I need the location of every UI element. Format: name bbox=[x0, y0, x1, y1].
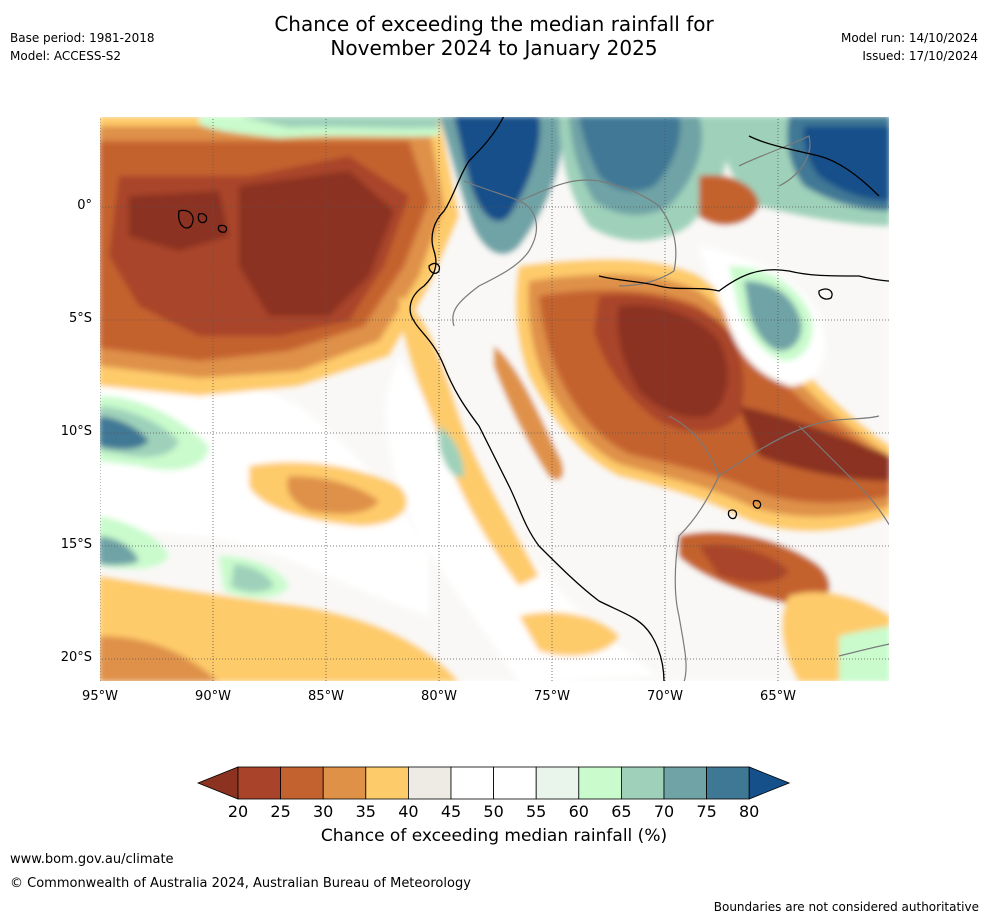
lat-label-0: 0° bbox=[77, 198, 92, 213]
colorbar-arrow-low bbox=[196, 766, 239, 800]
colorbar-cell bbox=[365, 766, 409, 800]
colorbar-tick-label: 35 bbox=[355, 802, 376, 821]
colorbar-label: Chance of exceeding median rainfall (%) bbox=[320, 826, 668, 846]
colorbar-cell bbox=[663, 766, 707, 800]
colorbar-cell bbox=[493, 766, 537, 800]
lon-label-75w: 75°W bbox=[534, 689, 570, 704]
colorbar-tick-label: 80 bbox=[739, 802, 760, 821]
colorbar-tick-label: 30 bbox=[313, 802, 334, 821]
lon-label-95w: 95°W bbox=[82, 689, 118, 704]
colorbar-cell bbox=[450, 766, 494, 800]
colorbar-tick-label: 40 bbox=[398, 802, 419, 821]
colorbar-cell bbox=[578, 766, 622, 800]
lat-label-10s: 10°S bbox=[60, 424, 92, 439]
probability-map bbox=[99, 116, 890, 682]
colorbar-arrow-high bbox=[748, 766, 791, 800]
lon-label-85w: 85°W bbox=[308, 689, 344, 704]
map-title: Chance of exceeding the median rainfall … bbox=[0, 12, 988, 60]
coastline bbox=[178, 116, 890, 682]
colorbar-tick-label: 45 bbox=[440, 802, 462, 821]
lon-label-65w: 65°W bbox=[760, 689, 796, 704]
lon-label-80w: 80°W bbox=[421, 689, 457, 704]
meta-left: Base period: 1981-2018 Model: ACCESS-S2 bbox=[10, 31, 155, 67]
base-period: Base period: 1981-2018 bbox=[10, 31, 155, 45]
issued-date: Issued: 17/10/2024 bbox=[862, 49, 978, 63]
colorbar-tick-label: 25 bbox=[270, 802, 291, 821]
title-line-1: Chance of exceeding the median rainfall … bbox=[274, 12, 714, 36]
lat-label-5s: 5°S bbox=[68, 311, 92, 326]
shaded-probability-field bbox=[99, 116, 890, 682]
meta-right: Model run: 14/10/2024 Issued: 17/10/2024 bbox=[841, 31, 978, 67]
colorbar-tick-label: 65 bbox=[611, 802, 632, 821]
colorbar-cell bbox=[280, 766, 324, 800]
colorbar-cell bbox=[706, 766, 750, 800]
colorbar-tick-label: 50 bbox=[483, 802, 504, 821]
graticule bbox=[99, 116, 890, 682]
colorbar-cell bbox=[535, 766, 580, 800]
model-run: Model run: 14/10/2024 bbox=[840, 31, 978, 45]
lon-label-70w: 70°W bbox=[647, 689, 683, 704]
colorbar-tick-label: 60 bbox=[568, 802, 589, 821]
colorbar-tick-label: 70 bbox=[653, 802, 675, 821]
footer-copyright: © Commonwealth of Australia 2024, Austra… bbox=[10, 876, 471, 891]
colorbar-cell bbox=[407, 766, 452, 800]
model-name: Model: ACCESS-S2 bbox=[10, 49, 122, 63]
lat-label-20s: 20°S bbox=[60, 650, 92, 665]
lat-label-15s: 15°S bbox=[60, 537, 92, 552]
title-line-2: November 2024 to January 2025 bbox=[330, 36, 658, 60]
footer-disclaimer: Boundaries are not considered authoritat… bbox=[713, 900, 979, 914]
colorbar-tick-label: 55 bbox=[526, 802, 547, 821]
lon-label-90w: 90°W bbox=[195, 689, 231, 704]
colorbar-tick-label: 75 bbox=[696, 802, 717, 821]
colorbar-cell bbox=[237, 766, 281, 800]
colorbar-cell bbox=[322, 766, 367, 800]
country-borders bbox=[452, 135, 890, 682]
colorbar bbox=[196, 766, 791, 800]
colorbar-cell bbox=[620, 766, 665, 800]
colorbar-tick-label: 20 bbox=[227, 802, 249, 821]
footer-url[interactable]: www.bom.gov.au/climate bbox=[10, 852, 174, 867]
